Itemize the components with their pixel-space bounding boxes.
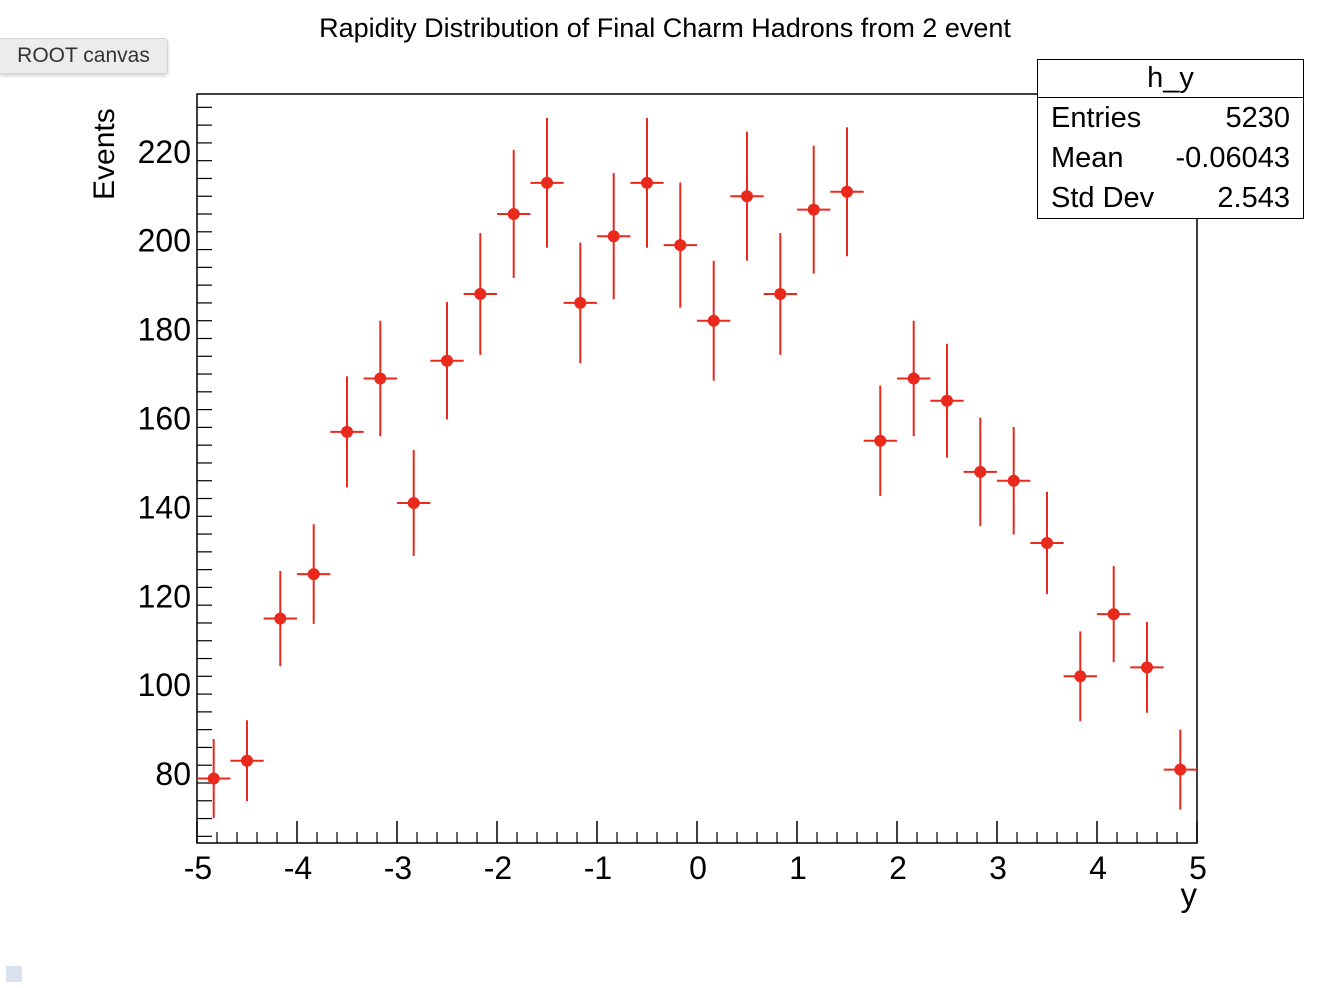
canvas-status-marker	[6, 966, 22, 982]
data-point	[674, 239, 687, 252]
x-tick-label: -2	[484, 850, 512, 886]
data-point	[1007, 474, 1020, 487]
y-tick-label: 140	[138, 489, 191, 525]
stats-box: h_y Entries 5230 Mean -0.06043 Std Dev 2…	[1037, 59, 1304, 219]
data-point	[541, 176, 553, 189]
y-tick-label: 80	[155, 756, 191, 792]
data-point	[1074, 670, 1087, 683]
axes: -5 -4 -3 -2 -1 0 1 2 3 4 5 80 100 120 140 160 180 200 220	[138, 106, 1207, 886]
y-tick-label: 180	[138, 312, 191, 348]
y-tick-label: 160	[138, 400, 191, 436]
y-tick-label: 200	[138, 223, 191, 259]
x-tick-label: 5	[1189, 850, 1207, 886]
data-point	[207, 772, 220, 785]
data-point	[841, 185, 853, 198]
x-axis-label: y	[1181, 876, 1198, 913]
data-point	[507, 208, 520, 221]
stats-label: Entries	[1051, 102, 1142, 134]
stats-row-entries: Entries 5230	[1038, 98, 1303, 138]
data-point	[441, 354, 453, 367]
data-point	[607, 230, 620, 243]
x-tick-label: 0	[689, 850, 707, 886]
data-point	[574, 296, 587, 309]
data-point	[407, 496, 420, 509]
data-point	[1174, 763, 1187, 776]
x-tick-label: -5	[184, 850, 212, 886]
x-tick-label: 2	[889, 850, 907, 886]
data-point	[341, 425, 353, 438]
stats-label: Mean	[1051, 142, 1124, 174]
data-point	[274, 612, 287, 625]
chart-title: Rapidity Distribution of Final Charm Had…	[319, 13, 1011, 43]
data-point	[241, 754, 253, 767]
data-point	[1041, 536, 1053, 549]
data-points	[197, 118, 1197, 819]
x-tick-label: 1	[789, 850, 807, 886]
stats-value: 2.543	[1217, 182, 1290, 214]
stats-row-mean: Mean -0.06043	[1038, 138, 1303, 178]
y-tick-label: 220	[138, 134, 191, 170]
root-canvas-tab[interactable]: ROOT canvas	[0, 38, 168, 74]
y-axis-label: Events	[88, 108, 121, 200]
data-point	[474, 288, 487, 301]
data-point	[641, 176, 653, 189]
x-tick-label: -3	[384, 850, 412, 886]
x-tick-label: 3	[989, 850, 1007, 886]
data-point	[974, 465, 987, 478]
data-point	[707, 314, 720, 327]
x-tick-label: -4	[284, 850, 312, 886]
stats-row-stddev: Std Dev 2.543	[1038, 178, 1303, 218]
data-point	[807, 203, 820, 216]
data-point	[1107, 608, 1120, 621]
stats-value: -0.06043	[1175, 142, 1291, 174]
x-tick-label: 4	[1089, 850, 1107, 886]
stats-value: 5230	[1225, 102, 1290, 134]
data-point	[874, 434, 887, 447]
stats-label: Std Dev	[1051, 182, 1155, 214]
data-point	[374, 372, 387, 385]
data-point	[907, 372, 920, 385]
data-point	[1141, 661, 1153, 674]
data-point	[741, 190, 753, 203]
y-tick-label: 120	[138, 578, 191, 614]
data-point	[774, 288, 787, 301]
y-tick-label: 100	[138, 667, 191, 703]
x-tick-label: -1	[584, 850, 612, 886]
data-point	[307, 568, 320, 581]
stats-title: h_y	[1038, 60, 1303, 98]
data-point	[941, 394, 953, 407]
